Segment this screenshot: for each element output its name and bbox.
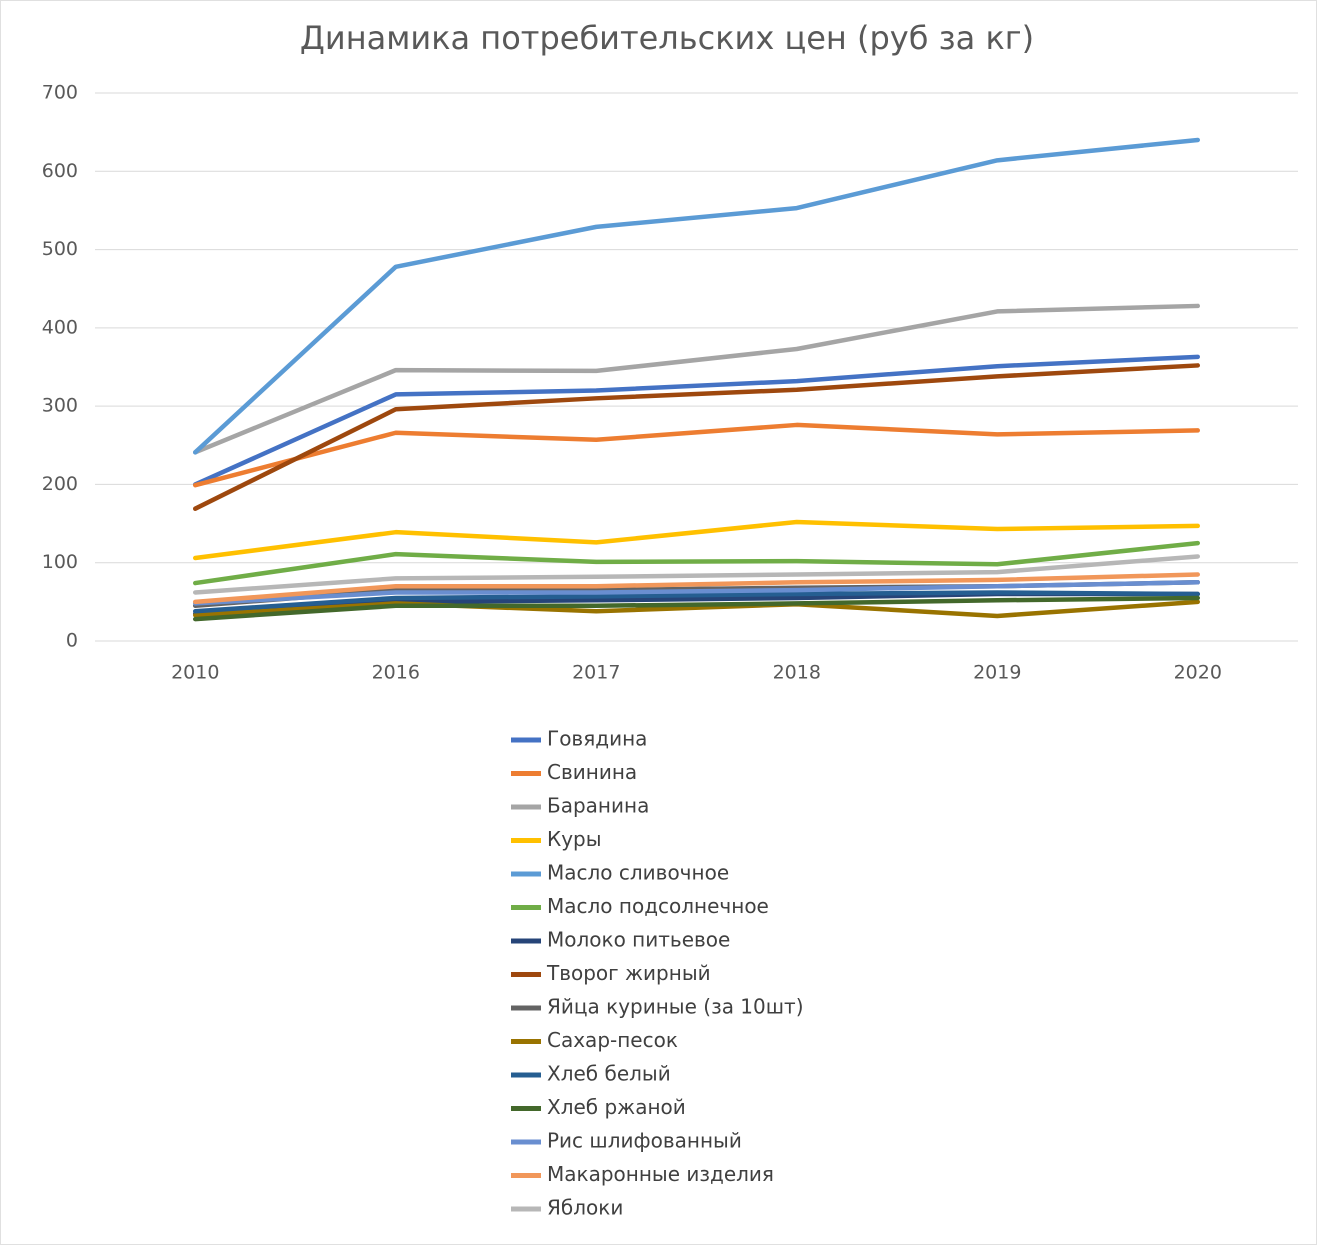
x-tick-label: 2017	[572, 662, 620, 684]
series-line	[193, 590, 1200, 614]
legend-label: Масло подсолнечное	[547, 894, 769, 918]
series-line	[193, 599, 1200, 619]
x-tick-label: 2018	[773, 662, 821, 684]
legend-label: Сахар-песок	[547, 1028, 678, 1052]
series-line	[193, 303, 1200, 455]
legend-label: Свинина	[547, 760, 637, 784]
x-tick-label: 2016	[372, 662, 420, 684]
y-tick-label: 300	[42, 395, 78, 417]
legend-label: Масло сливочное	[547, 861, 729, 885]
legend-label: Баранина	[547, 794, 649, 818]
legend-label: Молоко питьевое	[547, 928, 730, 952]
series-line	[193, 519, 1200, 561]
series-line	[193, 580, 1200, 606]
legend-label: Говядина	[547, 727, 647, 751]
legend-label: Рис шлифованный	[547, 1129, 742, 1153]
y-tick-label: 600	[42, 160, 78, 182]
series-line	[193, 595, 1200, 622]
series-line	[193, 354, 1200, 487]
legend-label: Яблоки	[547, 1196, 623, 1220]
y-tick-label: 500	[42, 238, 78, 260]
chart-title: Динамика потребительских цен (руб за кг)	[300, 19, 1034, 57]
legend-label: Яйца куриные (за 10шт)	[547, 995, 804, 1019]
x-tick-label: 2019	[973, 662, 1021, 684]
series-line	[193, 137, 1200, 455]
series-line	[193, 363, 1200, 511]
y-tick-label: 700	[42, 82, 78, 104]
series-line	[193, 572, 1200, 605]
y-tick-label: 0	[66, 630, 78, 652]
legend-label: Хлеб ржаной	[547, 1095, 686, 1119]
x-tick-label: 2020	[1174, 662, 1222, 684]
legend-label: Куры	[547, 827, 602, 851]
series-line	[193, 422, 1200, 488]
y-tick-label: 400	[42, 316, 78, 338]
legend-label: Творог жирный	[546, 961, 711, 985]
y-tick-label: 100	[42, 551, 78, 573]
series-line	[193, 540, 1200, 586]
series-line	[193, 554, 1200, 595]
legend-label: Макаронные изделия	[547, 1162, 774, 1186]
x-tick-label: 2010	[171, 662, 219, 684]
y-tick-label: 200	[42, 473, 78, 495]
legend-label: Хлеб белый	[547, 1062, 671, 1086]
